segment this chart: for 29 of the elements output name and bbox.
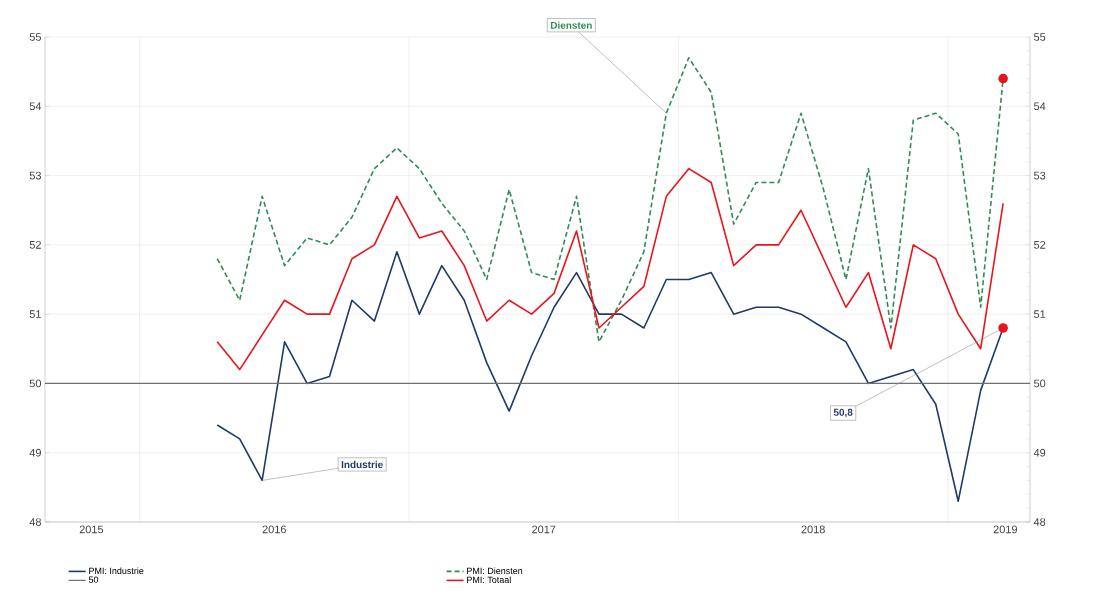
- y2-tick-label: 55: [29, 33, 42, 41]
- x-tick-label: 2015: [79, 525, 104, 534]
- annotation: Industrie: [341, 460, 383, 469]
- y-tick-label: 55: [1033, 33, 1046, 41]
- x-tick-label: 2019: [993, 525, 1018, 534]
- y2-tick-label: 54: [29, 102, 42, 111]
- y-tick-label: 52: [1033, 240, 1046, 249]
- data-label: 50,8: [833, 408, 853, 418]
- y-tick-label: 54: [1033, 102, 1046, 111]
- x-tick-label: 2018: [801, 525, 825, 534]
- y-tick-label: 51: [1033, 310, 1046, 318]
- y2-tick-label: 51: [29, 310, 41, 318]
- y2-tick-label: 53: [29, 171, 41, 180]
- y2-tick-label: 49: [29, 448, 41, 457]
- y-tick-label: 48: [1033, 518, 1046, 526]
- y-tick-label: 50: [1033, 379, 1046, 388]
- legend-label: 50: [88, 576, 99, 583]
- x-tick-label: 2017: [532, 525, 556, 534]
- annotation: Diensten: [550, 21, 592, 29]
- y-tick-label: 49: [1033, 448, 1046, 457]
- y2-tick-label: 48: [29, 518, 41, 526]
- legend-label: PMI: Totaal: [467, 576, 511, 583]
- x-tick-label: 2016: [262, 525, 286, 534]
- line-series: [216, 167, 1004, 371]
- legend-label: PMI: Diensten: [467, 567, 523, 574]
- y2-tick-label: 52: [29, 240, 41, 249]
- legend-label: PMI: Industrie: [89, 567, 144, 574]
- y2-tick-label: 50: [29, 379, 42, 388]
- y-tick-label: 53: [1033, 171, 1046, 180]
